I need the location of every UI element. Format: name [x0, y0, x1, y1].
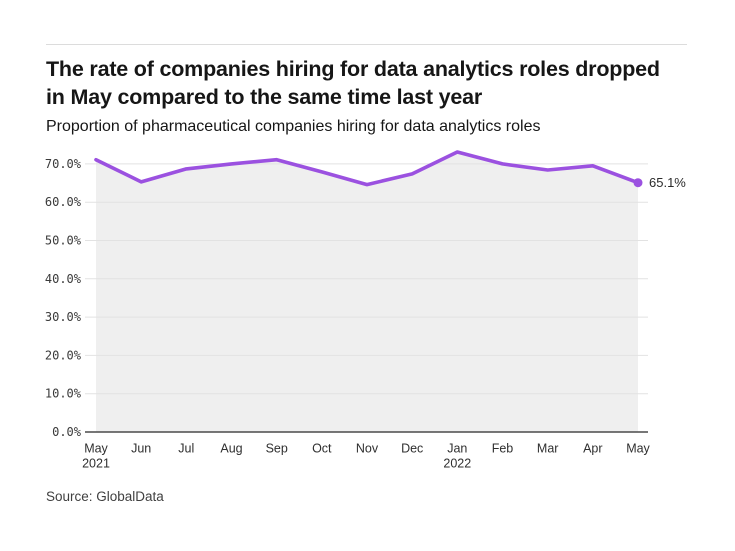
y-tick-label: 60.0%	[45, 195, 82, 209]
source-label: Source: GlobalData	[46, 489, 164, 504]
y-tick-label: 10.0%	[45, 387, 82, 401]
page-title: The rate of companies hiring for data an…	[46, 57, 660, 109]
top-divider	[46, 44, 687, 45]
x-tick-year-label: 2022	[443, 457, 471, 471]
x-tick-label: Aug	[220, 442, 242, 456]
chart-subtitle: Proportion of pharmaceutical companies h…	[46, 118, 541, 135]
y-tick-label: 70.0%	[45, 157, 82, 171]
x-tick-label: Jan	[447, 442, 467, 456]
y-tick-label: 50.0%	[45, 234, 82, 248]
y-tick-label: 30.0%	[45, 310, 82, 324]
end-point-label: 65.1%	[649, 175, 686, 190]
x-tick-label: Apr	[583, 442, 602, 456]
x-tick-label: Feb	[492, 442, 514, 456]
x-tick-label: May	[626, 442, 650, 456]
trend-line	[94, 150, 640, 187]
x-tick-label: Jul	[178, 442, 194, 456]
y-tick-label: 0.0%	[52, 425, 82, 439]
x-tick-label: Dec	[401, 442, 423, 456]
x-tick-label: Mar	[537, 442, 559, 456]
area-fill	[96, 152, 638, 432]
end-point-dot	[633, 178, 643, 188]
x-tick-label: May	[84, 442, 108, 456]
x-tick-label: Jun	[131, 442, 151, 456]
y-tick-label: 40.0%	[45, 272, 82, 286]
x-tick-label: Nov	[356, 442, 379, 456]
x-tick-year-label: 2021	[82, 457, 110, 471]
x-tick-label: Oct	[312, 442, 332, 456]
y-tick-label: 20.0%	[45, 348, 82, 362]
x-tick-label: Sep	[266, 442, 288, 456]
